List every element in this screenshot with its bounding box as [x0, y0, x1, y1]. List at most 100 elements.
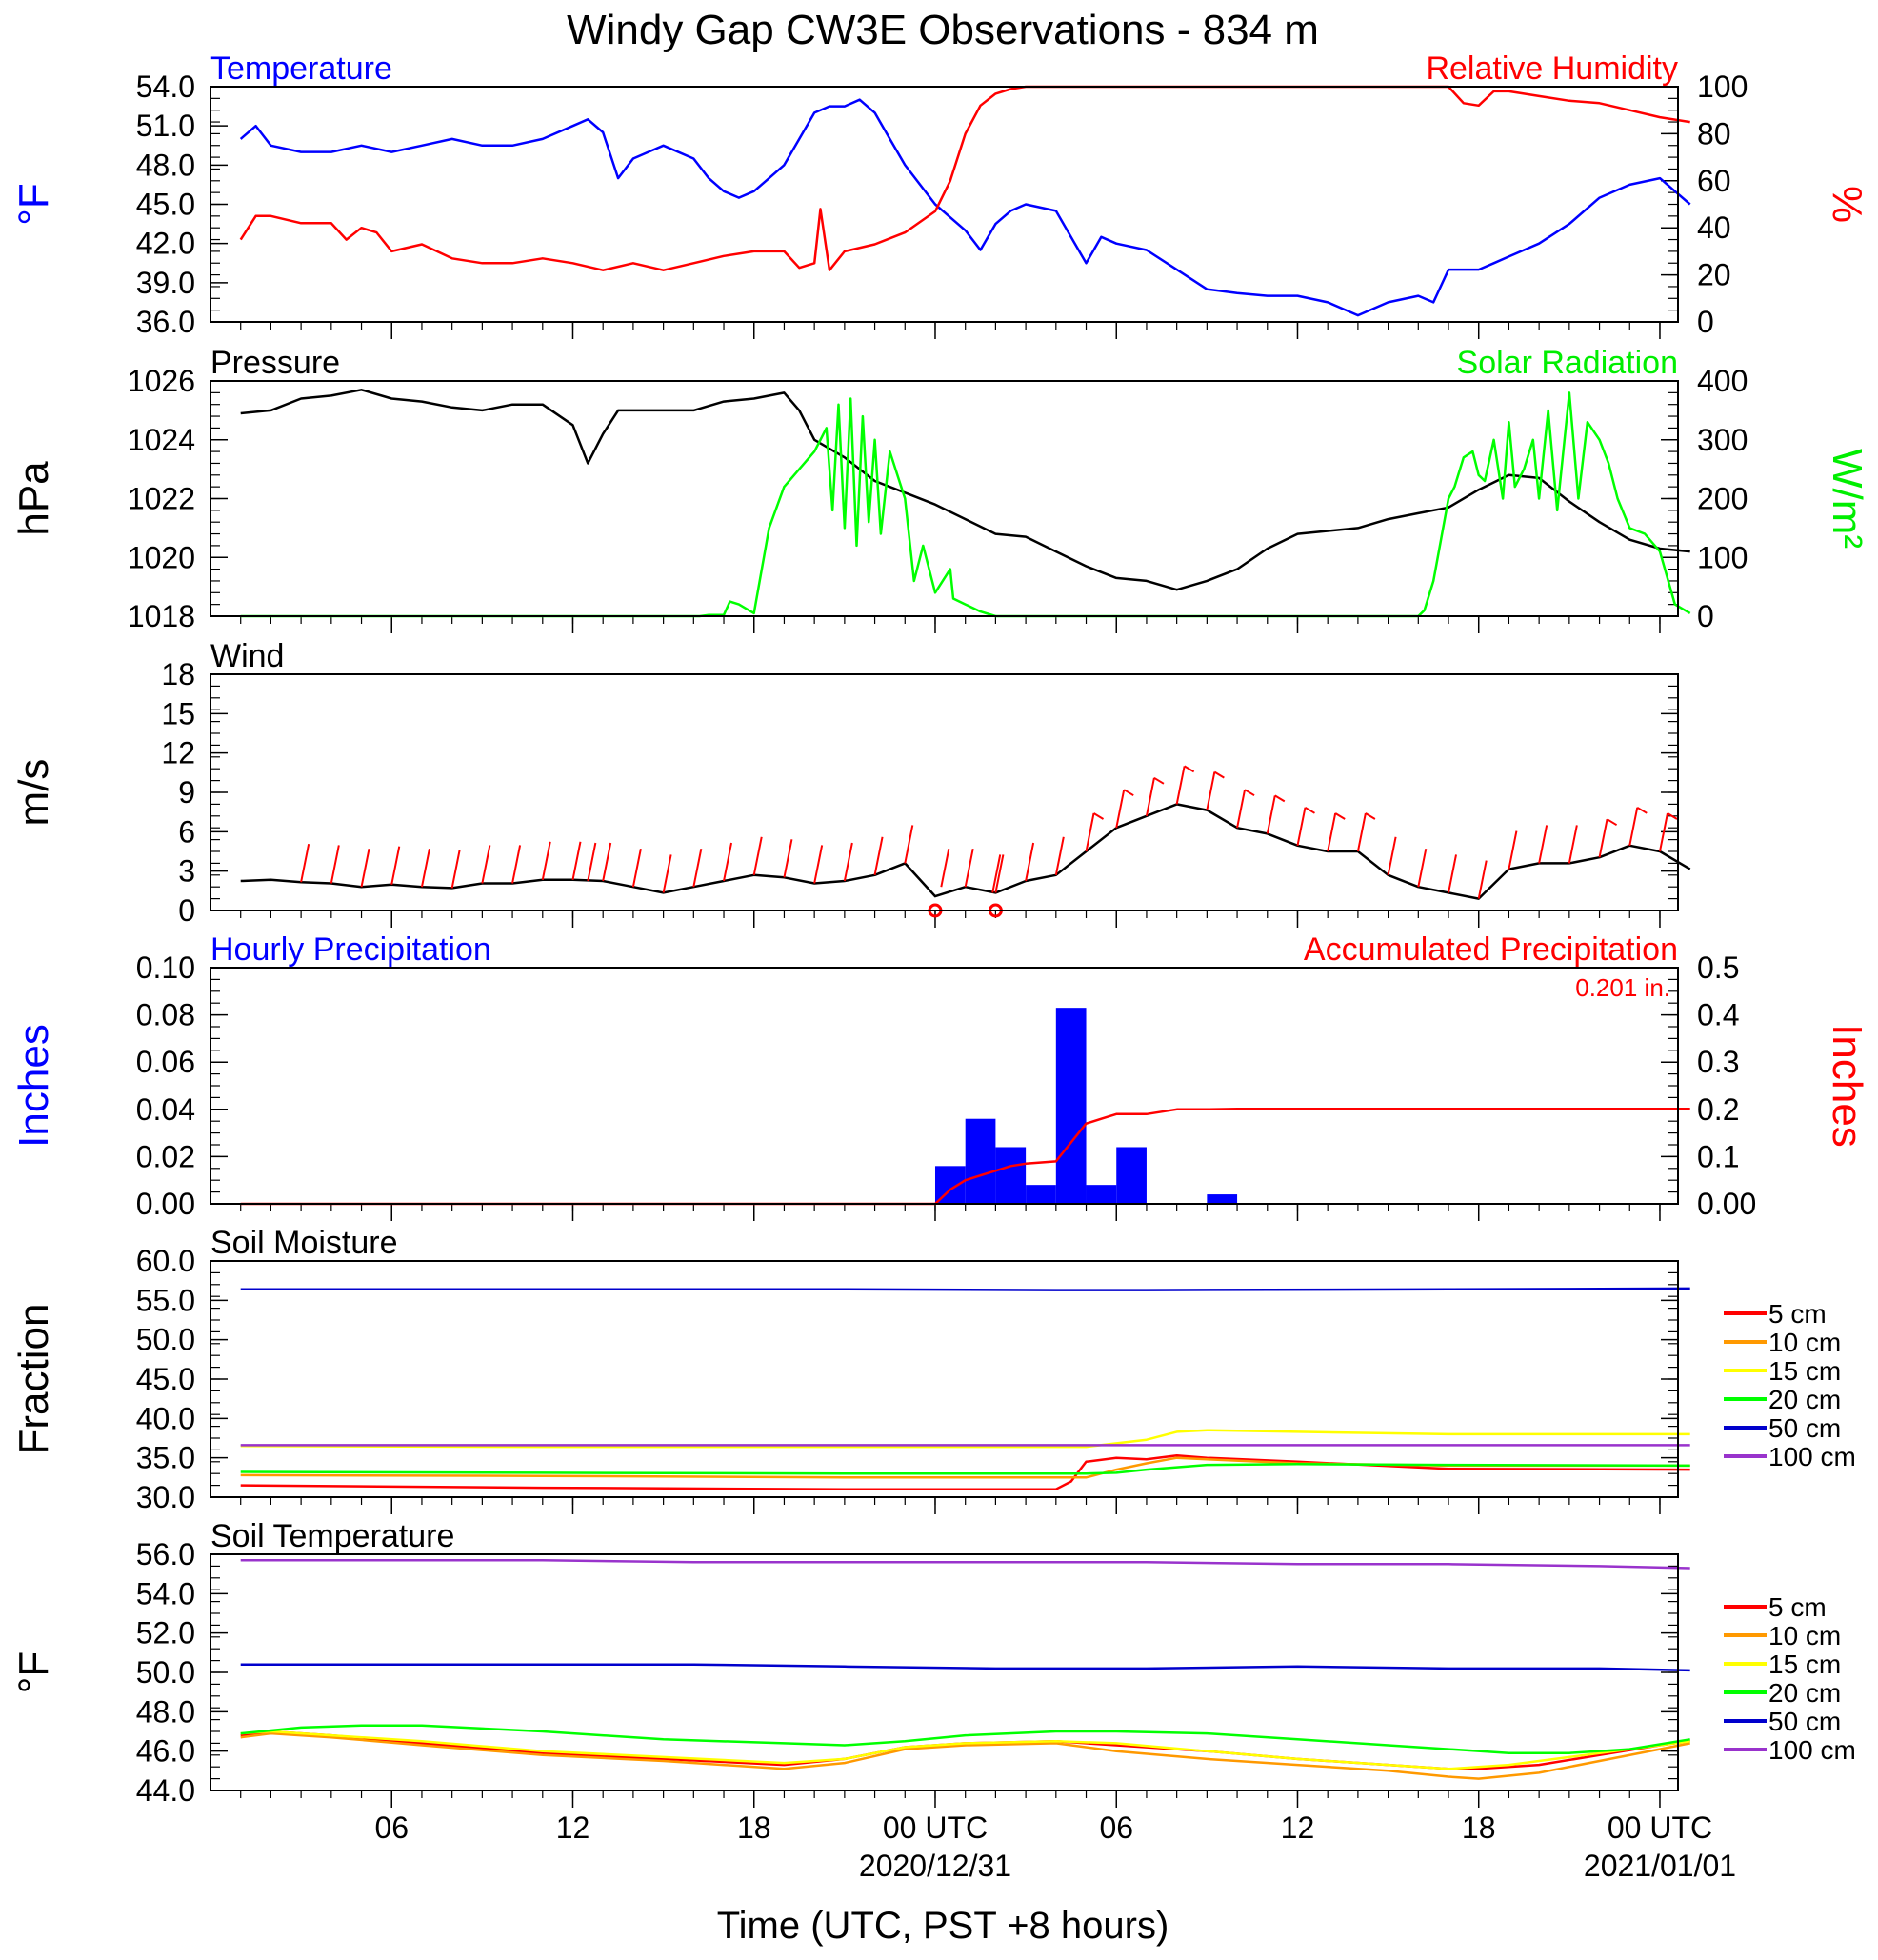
series-line-5-cm	[240, 1453, 1690, 1490]
y2-tick-label: 0	[1697, 599, 1714, 633]
wind-barb	[994, 854, 1005, 893]
x-tick-label: 12	[556, 1810, 590, 1845]
y-tick-label: 54.0	[136, 1576, 195, 1610]
panel-frame	[210, 86, 1679, 323]
y-tick-label: 0.00	[136, 1187, 195, 1221]
wind-barb	[904, 825, 914, 864]
y-axis-label: °F	[10, 1651, 57, 1693]
panel-frame	[210, 1553, 1679, 1791]
wind-barb	[481, 845, 491, 884]
y-tick-label: 0	[178, 893, 195, 928]
wind-barb	[662, 854, 672, 893]
series-line-100-cm	[240, 1558, 1690, 1570]
y-axis-label: hPa	[10, 461, 57, 536]
y2-tick-label: 200	[1697, 482, 1748, 516]
y2-tick-label: 0.00	[1697, 1187, 1756, 1221]
y-tick-label: 1022	[128, 482, 195, 516]
wind-barb	[390, 846, 401, 885]
y-tick-label: 52.0	[136, 1616, 195, 1650]
y2-tick-label: 0.5	[1697, 950, 1739, 985]
legend-label: 50 cm	[1768, 1707, 1841, 1736]
wind-barb	[1387, 836, 1397, 875]
wind-barb-flag	[1153, 776, 1165, 785]
wind-barb-flag	[1607, 818, 1618, 827]
x-tick-label: 18	[1462, 1810, 1496, 1845]
wind-barb	[1206, 771, 1216, 810]
accumulated-total-label: 0.201 in.	[1575, 973, 1670, 1002]
panel-left-title: Soil Moisture	[210, 1225, 398, 1261]
series-line-solar-radiation	[240, 391, 1691, 618]
x-tick-label: 06	[1099, 1810, 1133, 1845]
wind-barb	[511, 845, 522, 884]
wind-barb-flag	[1667, 812, 1678, 820]
wind-barb	[692, 849, 703, 888]
wind-barb	[1598, 819, 1608, 858]
wind-barb	[631, 849, 642, 888]
wind-barb-flag	[1304, 806, 1315, 814]
panel-precip: 0.00 0.02 0.04 0.06 0.08 0.10 0.00 0.1 0.2 0.3 0.4…	[10, 931, 1870, 1221]
wind-barb	[1085, 812, 1095, 852]
y2-tick-label: 400	[1697, 364, 1748, 398]
wind-barb	[450, 850, 461, 889]
wind-barb	[1628, 807, 1639, 846]
panels: 36.039.042.045.048.051.054.0020406080100…	[10, 50, 1870, 1808]
wind-barb	[1115, 790, 1126, 829]
panel-left-title: Pressure	[210, 345, 340, 381]
y2-tick-label: 0.2	[1697, 1092, 1739, 1127]
panel-wind: 0 3 6 9 12 15 18 Wind m/s	[10, 638, 1691, 928]
wind-barb	[1175, 766, 1186, 805]
wind-barb	[1508, 830, 1518, 870]
y-axis-label: °F	[10, 183, 57, 225]
wind-barb	[330, 845, 340, 884]
y2-tick-label: 0.1	[1697, 1139, 1739, 1173]
y2-axis-label: %	[1824, 186, 1870, 223]
precip-bar	[1207, 1194, 1238, 1204]
wind-barb	[843, 842, 853, 882]
y2-tick-label: 60	[1697, 164, 1731, 198]
wind-barb	[1417, 849, 1428, 888]
wind-barb	[541, 841, 551, 880]
x-tick-label: 00 UTC	[1608, 1810, 1712, 1845]
y-tick-label: 45.0	[136, 188, 195, 222]
y2-tick-label: 0	[1697, 305, 1714, 339]
precip-bar	[1086, 1185, 1117, 1204]
wind-barb	[1356, 812, 1367, 852]
y2-tick-label: 100	[1697, 70, 1748, 104]
y2-tick-label: 0.4	[1697, 998, 1739, 1032]
legend-label: 50 cm	[1768, 1413, 1841, 1443]
legend-label: 15 cm	[1768, 1356, 1841, 1386]
wind-barb	[1236, 790, 1247, 829]
wind-barb	[1054, 836, 1065, 875]
y-tick-label: 44.0	[136, 1773, 195, 1808]
y-tick-label: 50.0	[136, 1323, 195, 1357]
precip-bar	[1116, 1147, 1147, 1204]
series-line-15-cm	[240, 1730, 1690, 1770]
y-tick-label: 1018	[128, 599, 195, 633]
series-line-temperature	[239, 98, 1691, 317]
wind-barb	[360, 849, 370, 888]
y-tick-label: 48.0	[136, 1694, 195, 1729]
y-axis-label: Inches	[10, 1024, 57, 1148]
panel-left-title: Temperature	[210, 50, 392, 87]
series-line-10-cm	[240, 1731, 1690, 1780]
y-tick-label: 42.0	[136, 227, 195, 261]
wind-barb	[602, 842, 612, 882]
y-tick-label: 18	[161, 657, 195, 691]
wind-barb-flag	[1123, 789, 1134, 797]
wind-barb	[1025, 842, 1035, 882]
y-tick-label: 40.0	[136, 1401, 195, 1435]
y2-tick-label: 80	[1697, 116, 1731, 150]
y-tick-label: 39.0	[136, 266, 195, 300]
y-tick-label: 12	[161, 736, 195, 770]
y-tick-label: 54.0	[136, 70, 195, 104]
panel-frame	[210, 380, 1679, 617]
y-tick-label: 0.08	[136, 998, 195, 1032]
y-axis-label: Fraction	[10, 1304, 57, 1455]
x-axis-label: Time (UTC, PST +8 hours)	[717, 1905, 1169, 1947]
x-axis: 06 12 18 00 UTC 2020/12/31 06 12 18 00 UTC 2021/0…	[374, 1810, 1736, 1883]
y2-tick-label: 300	[1697, 423, 1748, 457]
legend-label: 10 cm	[1768, 1621, 1841, 1650]
y2-tick-label: 40	[1697, 210, 1731, 245]
series-line-pressure	[240, 389, 1690, 591]
